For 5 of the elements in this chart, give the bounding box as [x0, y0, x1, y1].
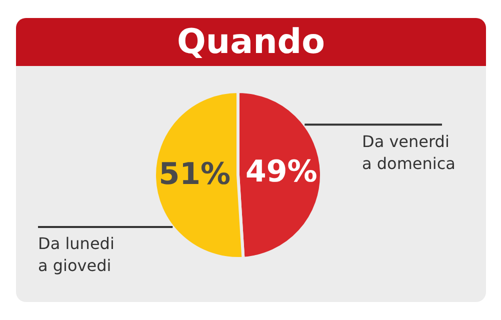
- data-label: 49%: [245, 154, 318, 190]
- chart-title: Quando: [16, 18, 486, 66]
- slice-label: Da venerdi a domenica: [362, 132, 456, 173]
- slice-label: Da lunedi a giovedi: [38, 234, 114, 276]
- data-label: 51%: [158, 157, 231, 192]
